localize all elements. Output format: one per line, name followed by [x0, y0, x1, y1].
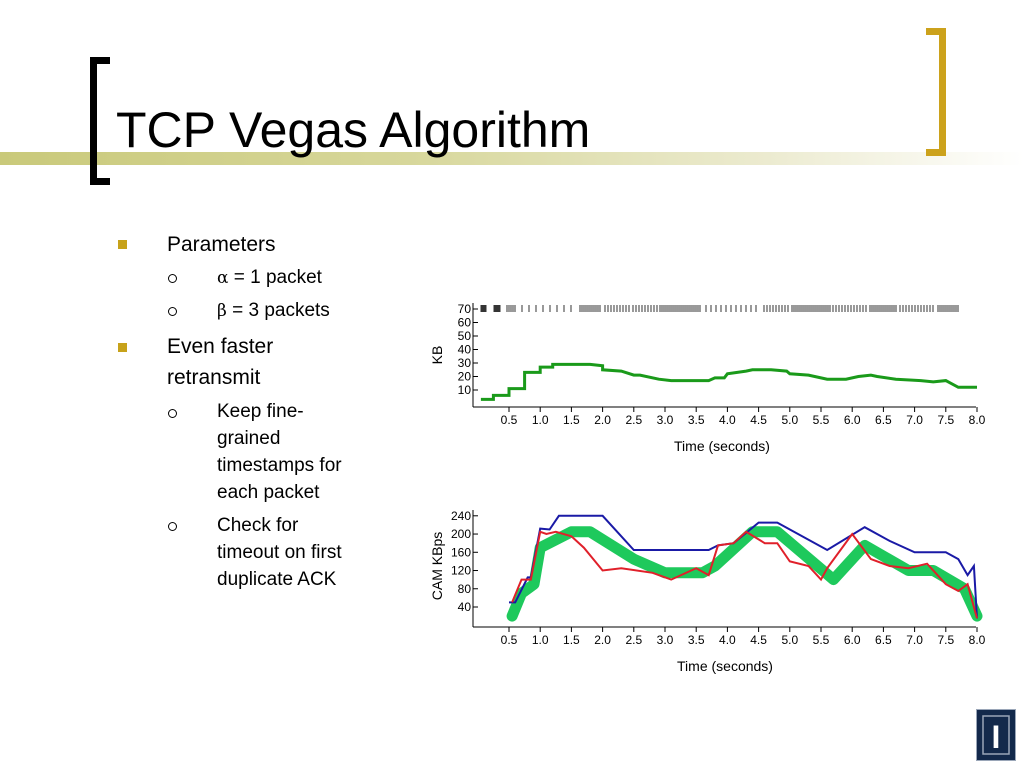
x-tick-label: 7.5 [937, 633, 954, 647]
sub-bullet-timestamps-3: timestamps for [217, 455, 342, 476]
y-tick-label: 20 [458, 370, 472, 384]
x-axis-label: Time (seconds) [677, 658, 773, 674]
y-tick-label: 10 [458, 383, 472, 397]
y-tick-label: 40 [458, 600, 472, 614]
x-tick-label: 1.5 [563, 413, 580, 427]
x-tick-label: 5.0 [781, 633, 798, 647]
circle-bullet-icon [168, 409, 177, 418]
series-band-line [506, 526, 983, 622]
x-tick-label: 5.5 [813, 633, 830, 647]
slide-title: TCP Vegas Algorithm [116, 102, 591, 158]
y-tick-label: 60 [458, 316, 472, 330]
alpha-text: = 1 packet [228, 267, 322, 288]
alpha-symbol: α [217, 268, 229, 288]
series-line-0 [480, 362, 977, 401]
x-tick-label: 7.0 [906, 633, 923, 647]
x-tick-label: 8.0 [969, 413, 986, 427]
circle-bullet-icon [168, 274, 177, 283]
sub-bullet-timeout-2: timeout on first [217, 542, 342, 563]
x-tick-label: 7.5 [937, 413, 954, 427]
y-tick-label: 40 [458, 343, 472, 357]
circle-bullet-icon [168, 307, 177, 316]
title-underline-bar [0, 152, 1024, 165]
x-tick-label: 7.0 [906, 413, 923, 427]
transmission-marks [480, 305, 959, 312]
y-tick-label: 70 [458, 302, 472, 316]
sub-bullet-timestamps-4: each packet [217, 482, 320, 503]
x-tick-label: 1.0 [532, 633, 549, 647]
x-tick-label: 6.0 [844, 633, 861, 647]
x-tick-label: 5.0 [781, 413, 798, 427]
x-tick-label: 0.5 [501, 413, 518, 427]
x-tick-label: 6.0 [844, 413, 861, 427]
sub-bullet-beta: β = 3 packets [217, 297, 330, 325]
x-tick-label: 8.0 [969, 633, 986, 647]
y-tick-label: 80 [458, 582, 472, 596]
x-tick-label: 4.5 [750, 413, 767, 427]
beta-symbol: β [217, 301, 227, 321]
square-bullet-icon [118, 343, 127, 352]
university-logo: I [976, 709, 1016, 761]
x-tick-label: 2.5 [625, 633, 642, 647]
chart-kb-window: 0.5 1.0 1.5 2.0 2.5 3.0 3.5 4.0 4.5 5.0 5.5 6.0 6.5 7… [429, 302, 986, 454]
x-tick-label: 3.0 [657, 413, 674, 427]
sub-bullet-timeout-3: duplicate ACK [217, 569, 337, 590]
x-axis-label: Time (seconds) [674, 438, 770, 454]
left-bracket-decoration [90, 57, 110, 185]
y-tick-label: 200 [451, 527, 471, 541]
x-tick-label: 4.0 [719, 413, 736, 427]
y-axis-label: KB [429, 346, 445, 365]
bullet-faster-line1: Even faster [167, 335, 274, 358]
x-tick-label: 2.0 [594, 633, 611, 647]
sub-bullet-timestamps-1: Keep fine- [217, 401, 304, 422]
x-tick-label: 3.5 [688, 633, 705, 647]
logo-letter-icon: I [982, 715, 1010, 755]
y-tick-label: 160 [451, 545, 471, 559]
y-tick-label: 240 [451, 509, 471, 523]
right-bracket-decoration [926, 28, 946, 156]
series-line-2 [511, 530, 978, 619]
x-tick-label: 1.5 [563, 633, 580, 647]
x-tick-label: 2.5 [625, 413, 642, 427]
sub-bullet-alpha: α = 1 packet [217, 264, 322, 292]
x-tick-label: 2.0 [594, 413, 611, 427]
square-bullet-icon [118, 240, 127, 249]
x-tick-label: 0.5 [501, 633, 518, 647]
y-axis-label: CAM KBps [429, 532, 445, 600]
sub-bullet-timestamps-2: grained [217, 428, 281, 449]
x-tick-label: 5.5 [813, 413, 830, 427]
bullet-parameters: Parameters [167, 233, 276, 256]
sub-bullet-timeout-1: Check for [217, 515, 299, 536]
y-tick-label: 50 [458, 329, 472, 343]
x-tick-label: 6.5 [875, 633, 892, 647]
y-tick-label: 30 [458, 356, 472, 370]
x-tick-label: 3.5 [688, 413, 705, 427]
x-tick-label: 1.0 [532, 413, 549, 427]
bullet-faster-line2: retransmit [167, 366, 261, 389]
x-tick-label: 3.0 [657, 633, 674, 647]
chart-cam-kbps: 0.5 1.0 1.5 2.0 2.5 3.0 3.5 4.0 4.5 5.0 5.5 6.0 6.5 7… [429, 509, 986, 674]
circle-bullet-icon [168, 522, 177, 531]
x-tick-label: 6.5 [875, 413, 892, 427]
y-tick-label: 120 [451, 564, 471, 578]
beta-text: = 3 packets [226, 300, 330, 321]
svg-text:I: I [992, 719, 1001, 755]
x-tick-label: 4.5 [750, 633, 767, 647]
x-tick-label: 4.0 [719, 633, 736, 647]
